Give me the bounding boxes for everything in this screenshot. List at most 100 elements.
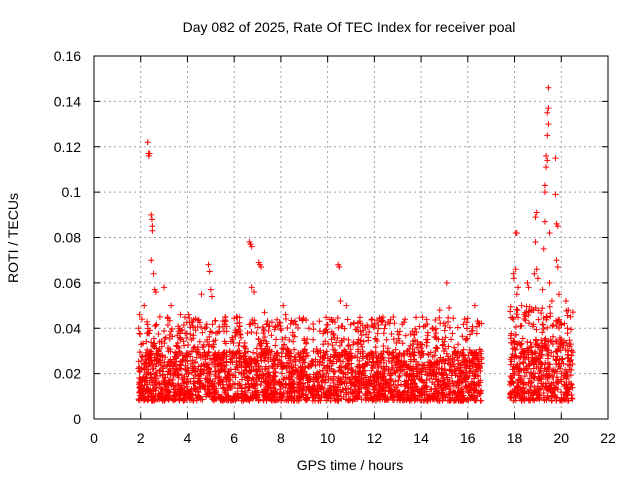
data-point bbox=[512, 266, 519, 273]
data-point bbox=[422, 322, 429, 329]
data-point bbox=[368, 351, 375, 358]
data-point bbox=[419, 314, 426, 321]
data-point bbox=[378, 318, 385, 325]
data-point bbox=[280, 383, 286, 390]
data-point bbox=[174, 367, 181, 374]
data-point bbox=[238, 370, 245, 377]
data-point bbox=[535, 391, 542, 398]
data-point bbox=[399, 321, 406, 328]
data-point bbox=[546, 279, 553, 286]
data-point bbox=[298, 376, 305, 383]
data-point bbox=[374, 330, 381, 337]
data-point bbox=[569, 384, 576, 391]
x-tick-label: 10 bbox=[320, 430, 336, 446]
data-point bbox=[521, 309, 528, 316]
data-point bbox=[313, 346, 320, 353]
data-point bbox=[373, 369, 380, 376]
data-point bbox=[276, 357, 283, 364]
data-point bbox=[231, 351, 238, 358]
data-point bbox=[305, 363, 312, 370]
data-point bbox=[537, 367, 544, 374]
data-point bbox=[412, 364, 419, 371]
data-point bbox=[212, 375, 219, 382]
data-point bbox=[356, 388, 363, 395]
data-point bbox=[143, 374, 150, 381]
data-point bbox=[277, 319, 284, 326]
data-point bbox=[158, 352, 165, 359]
data-point bbox=[538, 360, 545, 367]
data-point bbox=[190, 344, 197, 351]
data-point bbox=[279, 336, 286, 343]
y-axis-label: ROTI / TECUs bbox=[5, 193, 21, 283]
data-point bbox=[541, 189, 548, 196]
data-point bbox=[344, 356, 351, 363]
data-point bbox=[547, 310, 554, 317]
data-point bbox=[446, 324, 453, 331]
data-point bbox=[294, 324, 301, 331]
data-point bbox=[363, 381, 370, 388]
data-point bbox=[449, 351, 456, 358]
data-point bbox=[279, 370, 286, 377]
data-point bbox=[200, 361, 207, 368]
data-point bbox=[385, 384, 392, 391]
data-point bbox=[272, 369, 279, 376]
data-point bbox=[520, 348, 527, 355]
data-point bbox=[206, 268, 213, 275]
data-point bbox=[166, 392, 173, 399]
data-point bbox=[558, 321, 565, 328]
data-point bbox=[308, 358, 315, 365]
data-point bbox=[334, 356, 341, 363]
data-point bbox=[244, 375, 251, 382]
data-point bbox=[564, 369, 571, 376]
data-point bbox=[145, 369, 152, 376]
data-point bbox=[537, 355, 544, 362]
data-point bbox=[347, 346, 354, 353]
data-point bbox=[514, 362, 521, 369]
data-point bbox=[280, 363, 287, 370]
data-point bbox=[369, 316, 376, 323]
data-point bbox=[177, 311, 184, 318]
data-point bbox=[549, 341, 556, 348]
data-point bbox=[558, 378, 565, 385]
data-point bbox=[190, 375, 197, 382]
data-point bbox=[241, 374, 248, 381]
data-point bbox=[330, 384, 337, 391]
data-point bbox=[412, 383, 419, 390]
data-point bbox=[211, 389, 218, 396]
data-point bbox=[203, 391, 210, 398]
data-point bbox=[304, 352, 311, 359]
data-point bbox=[416, 362, 423, 369]
data-point bbox=[541, 365, 548, 372]
data-point bbox=[256, 396, 263, 403]
data-point bbox=[380, 330, 387, 337]
data-point bbox=[522, 313, 529, 320]
data-point bbox=[270, 377, 277, 384]
data-point bbox=[518, 387, 525, 394]
data-point bbox=[183, 380, 190, 387]
data-point bbox=[138, 382, 145, 389]
data-point bbox=[476, 320, 483, 327]
data-point bbox=[364, 323, 371, 330]
data-point bbox=[447, 397, 454, 404]
data-point bbox=[454, 324, 461, 331]
data-point bbox=[539, 383, 546, 390]
data-point bbox=[539, 286, 546, 293]
data-point bbox=[423, 336, 430, 343]
data-point bbox=[445, 381, 452, 388]
data-point bbox=[423, 384, 430, 391]
data-point bbox=[158, 343, 165, 350]
data-point bbox=[143, 318, 150, 325]
data-point bbox=[426, 364, 433, 371]
data-point bbox=[462, 375, 469, 382]
data-point bbox=[537, 386, 544, 393]
data-point bbox=[477, 397, 484, 404]
data-point bbox=[271, 354, 278, 361]
data-point bbox=[446, 392, 453, 399]
data-point bbox=[168, 325, 175, 332]
data-point bbox=[507, 303, 514, 310]
data-point bbox=[190, 381, 197, 388]
data-point bbox=[360, 338, 367, 345]
data-point bbox=[253, 330, 260, 337]
data-point bbox=[144, 366, 151, 373]
data-point bbox=[422, 366, 429, 373]
